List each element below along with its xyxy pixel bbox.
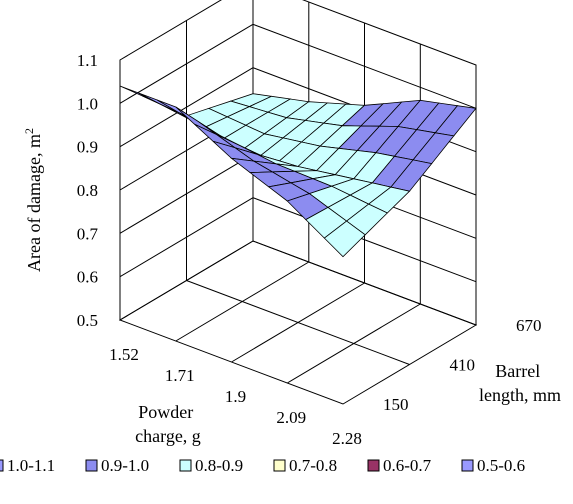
z-tick-label: 0.5 [77,311,98,330]
surface-plot [120,86,476,257]
y-tick-label: 670 [516,316,542,335]
legend-swatch [86,460,97,471]
z-tick-label: 0.9 [77,138,98,157]
legend-label: 0.8-0.9 [195,456,243,475]
x-tick-label: 2.09 [276,408,306,427]
y-axis-label: Barrel length, mm [479,361,561,405]
legend: 1.0-1.1 0.9-1.0 0.8-0.9 0.7-0.8 0.6-0.7 0.5-0… [0,456,525,475]
z-tick-label: 0.8 [77,181,98,200]
legend-swatch [180,460,191,471]
x-axis-label: Powder charge, g [135,402,201,446]
surface-patch [139,93,180,113]
x-tick-label: 1.9 [225,387,246,406]
z-tick-label: 0.7 [77,224,99,243]
legend-label: 1.0-1.1 [7,456,55,475]
z-gridline [120,24,476,108]
y-tick-label: 150 [383,395,409,414]
legend-label: 0.7-0.8 [289,456,337,475]
legend-swatch [462,460,473,471]
y-tick-label: 410 [450,356,476,375]
z-tick-label: 1.0 [77,94,98,113]
z-tick-label: 1.1 [77,51,98,70]
z-axis-label: Area of damage, m2 [22,128,44,272]
legend-swatch [274,460,285,471]
legend-swatch [368,460,379,471]
x-tick-label: 2.28 [332,429,362,448]
z-tick-label: 0.6 [77,268,98,287]
legend-label: 0.6-0.7 [383,456,432,475]
legend-swatch [0,460,3,471]
legend-label: 0.5-0.6 [477,456,525,475]
x-tick-label: 1.71 [165,366,195,385]
x-tick-label: 1.52 [109,345,139,364]
legend-label: 0.9-1.0 [101,456,149,475]
